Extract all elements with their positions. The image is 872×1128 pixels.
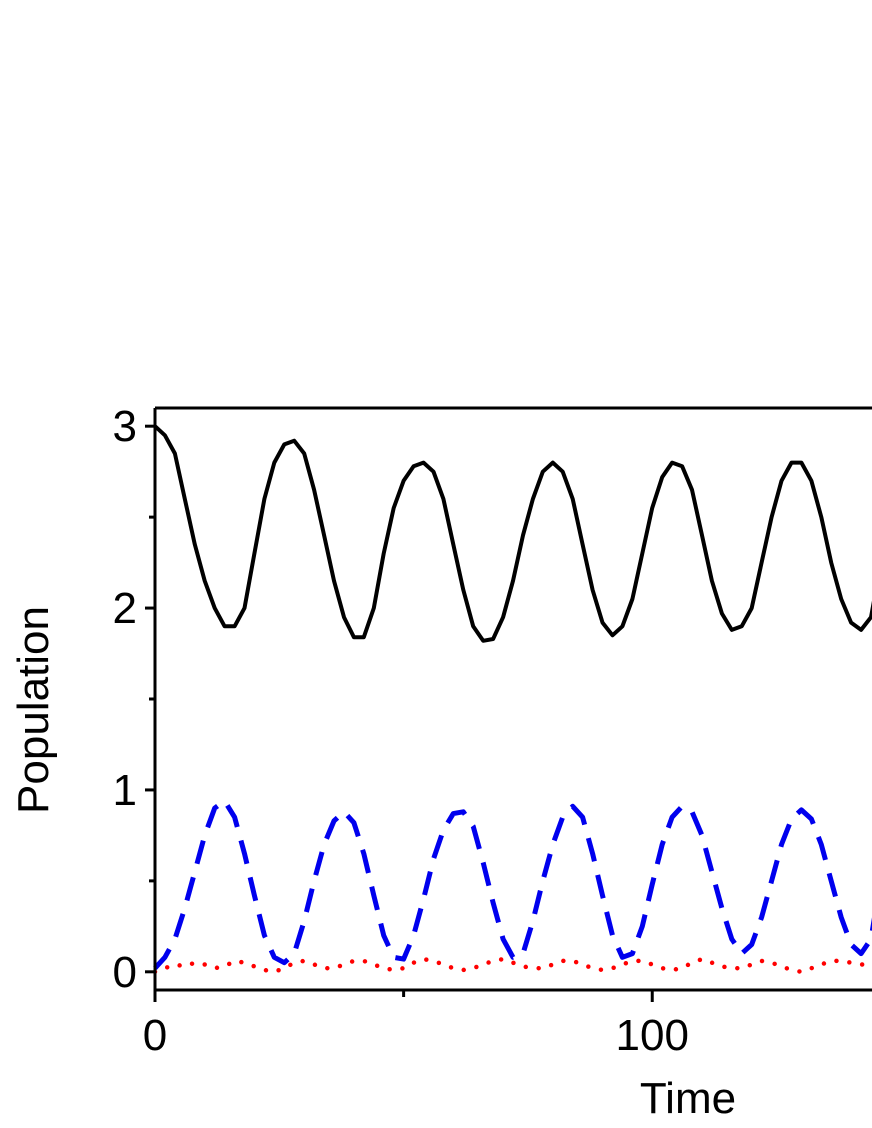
y-tick-label: 1 — [113, 766, 137, 815]
x-tick-label: 0 — [143, 1011, 167, 1060]
axes-group: 0 100 0 1 2 3 — [113, 402, 872, 1060]
x-tick-label: 100 — [616, 1011, 689, 1060]
y-tick-label: 3 — [113, 402, 137, 451]
plot-series-group — [152, 424, 872, 975]
series-line-dotted — [152, 956, 872, 975]
y-tick-label: 2 — [113, 584, 137, 633]
x-axis-title: Time — [640, 1074, 736, 1123]
y-tick-label: 0 — [113, 948, 137, 997]
series-line-dashed — [153, 798, 872, 970]
y-axis-title: Population — [9, 606, 58, 814]
series-line-solid — [153, 424, 872, 643]
